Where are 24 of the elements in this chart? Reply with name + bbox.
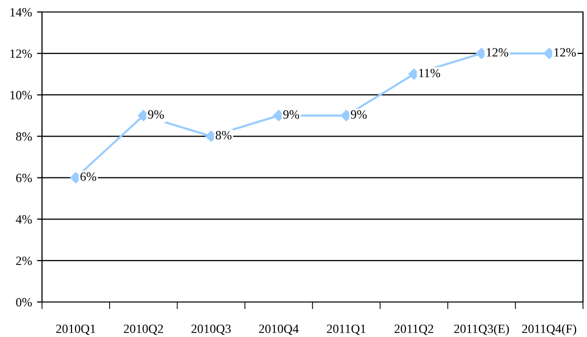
x-tick-label: 2011Q3(E): [454, 324, 509, 336]
y-tick-label: 14%: [10, 8, 32, 16]
data-label: 6%: [80, 172, 96, 181]
x-tick-label: 2010Q4: [259, 324, 299, 335]
y-tick-label: 6%: [16, 174, 32, 182]
x-tick-label: 2011Q1: [326, 324, 366, 335]
x-tick-label: 2010Q1: [56, 324, 96, 335]
x-tick-label: 2011Q2: [394, 324, 434, 335]
y-tick-label: 2%: [16, 256, 32, 266]
data-label: 12%: [554, 48, 576, 57]
y-tick-label: 4%: [16, 215, 32, 224]
x-tick-label: 2011Q4(F): [522, 324, 576, 336]
data-label: 9%: [283, 110, 300, 119]
data-label: 8%: [216, 130, 232, 140]
y-tick-label: 8%: [16, 132, 32, 141]
data-label: 9%: [350, 110, 367, 119]
y-tick-label: 12%: [10, 49, 32, 58]
y-tick-label: 10%: [10, 90, 32, 100]
data-label: 9%: [148, 110, 164, 119]
data-label: 11%: [419, 68, 440, 78]
y-tick-label: 0%: [16, 298, 32, 306]
data-label: 12%: [486, 48, 508, 57]
x-tick-label: 2010Q3: [191, 324, 231, 335]
x-tick-label: 2010Q2: [124, 324, 163, 335]
